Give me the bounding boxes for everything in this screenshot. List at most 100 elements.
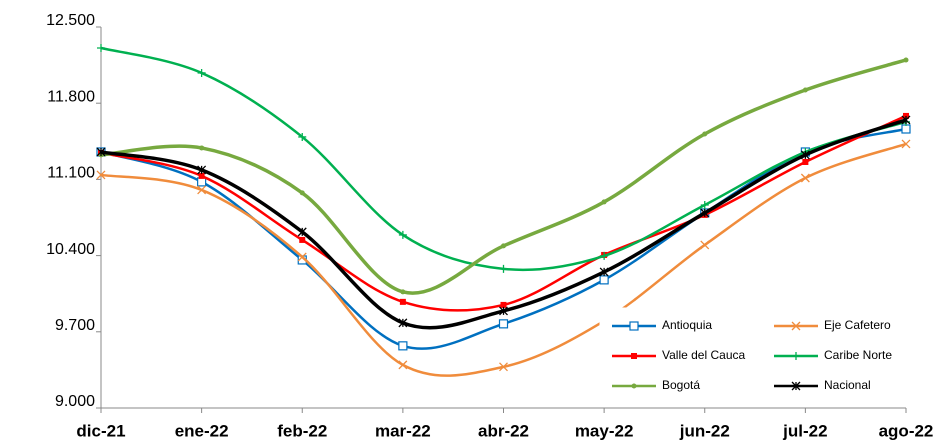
marker [398,318,408,328]
x-tick-label: abr-22 [478,421,529,440]
marker [197,165,207,175]
marker-shape [498,319,509,329]
marker [198,172,205,179]
marker [398,360,408,370]
marker [297,227,307,237]
marker-shape [792,352,800,360]
marker-shape [700,208,710,218]
marker-shape [599,267,609,277]
marker-shape [398,341,408,351]
marker [199,145,205,151]
marker-shape [501,243,506,249]
marker-shape [631,383,637,389]
marker [800,173,810,183]
marker [197,185,207,195]
marker [700,200,709,209]
marker-shape [297,227,307,237]
marker-shape [599,275,609,285]
marker [601,199,607,205]
marker-shape [499,362,508,372]
x-tick-label: ene-22 [175,421,229,440]
legend: Antioquia Eje Cafetero Valle del Cauca Cari… [599,307,923,407]
marker-shape [97,44,105,53]
marker-shape [197,165,207,175]
y-tick-label: 11.100 [47,165,95,182]
marker [600,251,609,260]
marker-shape [903,112,909,119]
marker-shape [96,147,106,157]
marker [629,321,639,331]
marker-shape [499,264,508,273]
legend-label: Nacional [824,378,871,392]
marker [399,298,406,305]
marker-shape [791,321,801,331]
marker-shape [800,150,810,160]
marker [903,112,909,119]
marker [97,44,105,53]
legend-label: Antioquia [662,318,712,332]
marker-shape [199,145,205,151]
x-tick-label: may-22 [575,421,634,440]
marker-shape [197,177,207,187]
marker [197,68,206,77]
marker-shape [600,251,609,260]
marker-shape [299,190,305,196]
marker [791,381,801,391]
marker [197,177,207,187]
marker [901,115,911,125]
marker [802,158,809,165]
legend-label: Eje Cafetero [824,318,891,332]
marker-shape [400,289,406,295]
marker-shape [96,170,106,180]
marker-shape [901,139,911,149]
marker [299,236,306,243]
marker-shape [197,68,206,77]
marker [800,150,810,160]
marker-shape [398,230,407,239]
marker [499,362,508,372]
marker [398,341,408,351]
x-tick-label: dic-21 [76,421,125,440]
marker [802,87,808,93]
x-tick-label: jun-22 [679,421,730,440]
marker-shape [802,158,809,165]
marker-shape [702,131,708,137]
marker [499,306,508,316]
marker [700,240,710,250]
series-line [100,114,907,312]
marker [631,383,637,389]
marker [599,275,609,285]
marker [400,289,406,295]
marker [96,170,106,180]
marker [903,57,909,63]
y-tick-label: 12.500 [46,12,95,29]
legend-label: Valle del Cauca [662,348,745,362]
marker-shape [297,252,307,262]
marker [500,301,507,308]
marker-shape [298,132,307,141]
marker-shape [631,353,637,359]
marker-shape [399,298,406,305]
marker [398,230,407,239]
marker-shape [500,301,507,308]
marker-shape [198,172,205,179]
series-line [100,46,907,272]
legend-label: Caribe Norte [824,348,892,362]
legend-label: Bogotá [662,378,700,392]
marker [499,264,508,273]
marker [96,147,106,157]
marker [700,208,710,218]
marker-shape [398,360,408,370]
marker [792,352,800,360]
marker [901,124,911,134]
marker-shape [601,199,607,205]
x-tick-label: ago-22 [879,421,934,440]
y-tick-label: 10.400 [46,241,95,258]
marker [297,252,307,262]
series-line [100,58,907,295]
marker-shape [903,57,909,63]
marker-shape [802,87,808,93]
x-tick-label: feb-22 [277,421,327,440]
marker-shape [800,173,810,183]
